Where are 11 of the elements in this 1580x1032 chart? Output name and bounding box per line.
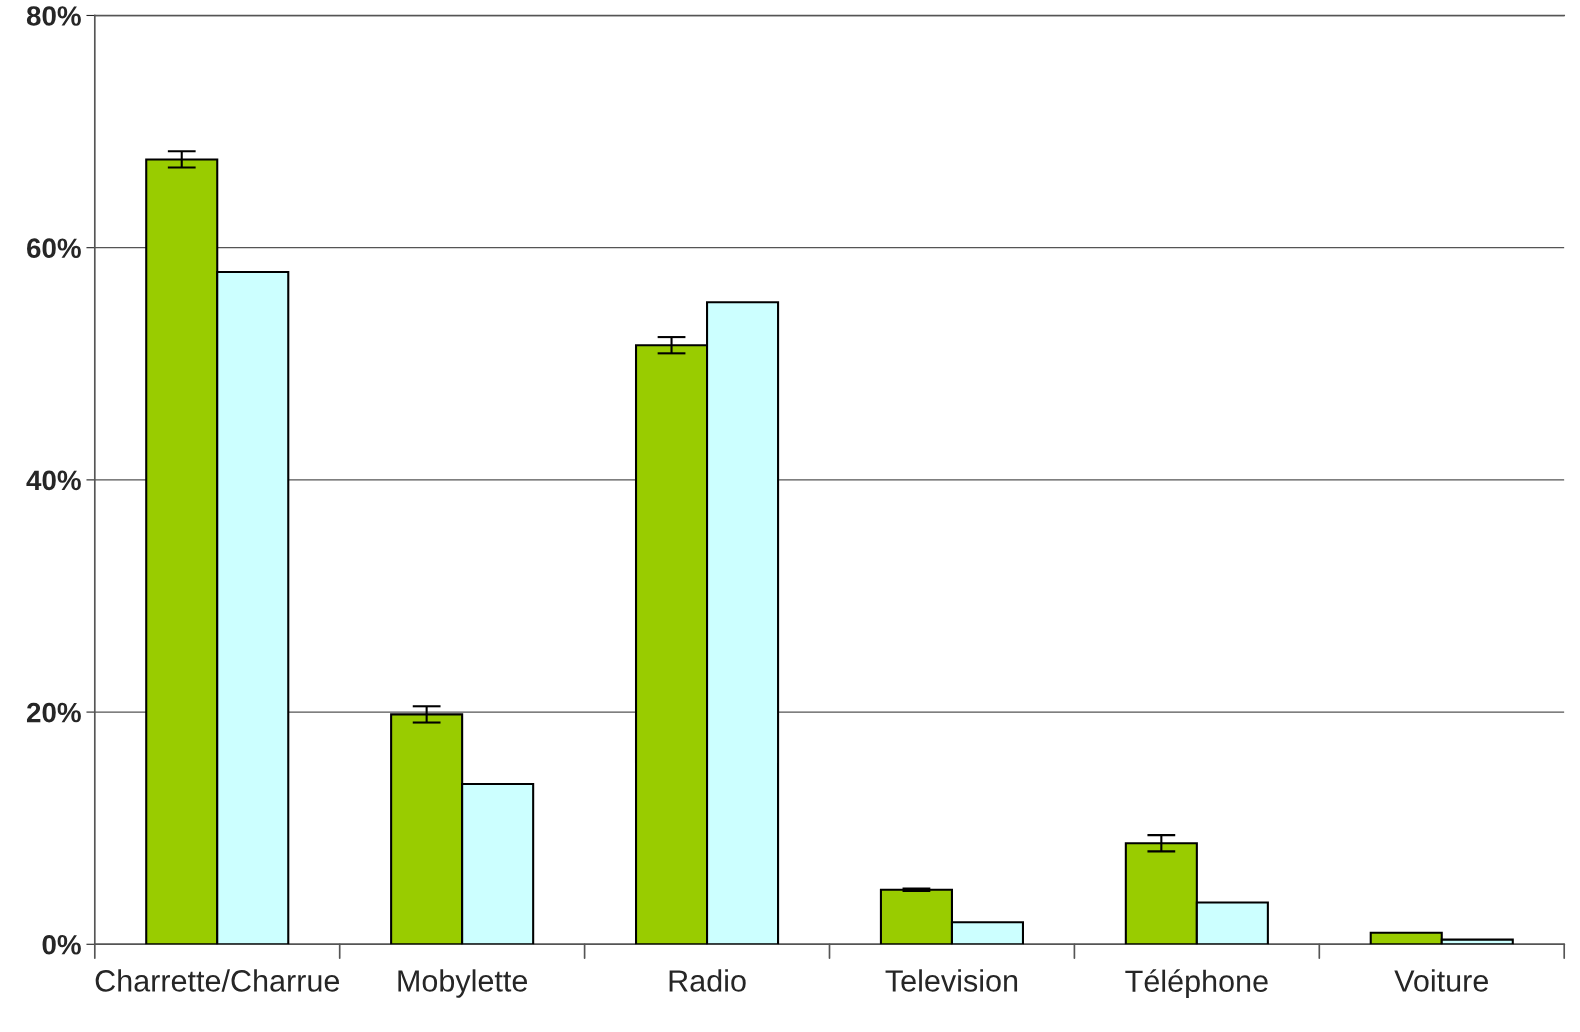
x-tick-label: Television: [885, 969, 1018, 992]
x-tick-label: Téléphone: [1125, 969, 1268, 999]
x-tick-label: Mobylette: [398, 969, 528, 998]
y-tick-label: 60%: [27, 238, 81, 259]
y-tick-label: 0%: [42, 934, 81, 955]
x-tick-label: Charrette/Charrue: [95, 969, 340, 992]
x-tick-label: Radio: [669, 969, 746, 992]
y-tick-label: 80%: [26, 6, 81, 26]
y-tick-label: 20%: [26, 702, 81, 723]
x-tick-label: Voiture: [1394, 969, 1488, 992]
y-tick-label: 40%: [26, 470, 81, 491]
